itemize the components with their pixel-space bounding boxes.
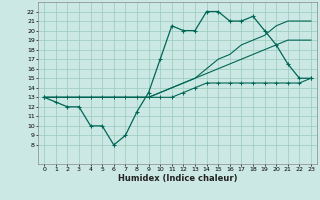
X-axis label: Humidex (Indice chaleur): Humidex (Indice chaleur): [118, 174, 237, 183]
